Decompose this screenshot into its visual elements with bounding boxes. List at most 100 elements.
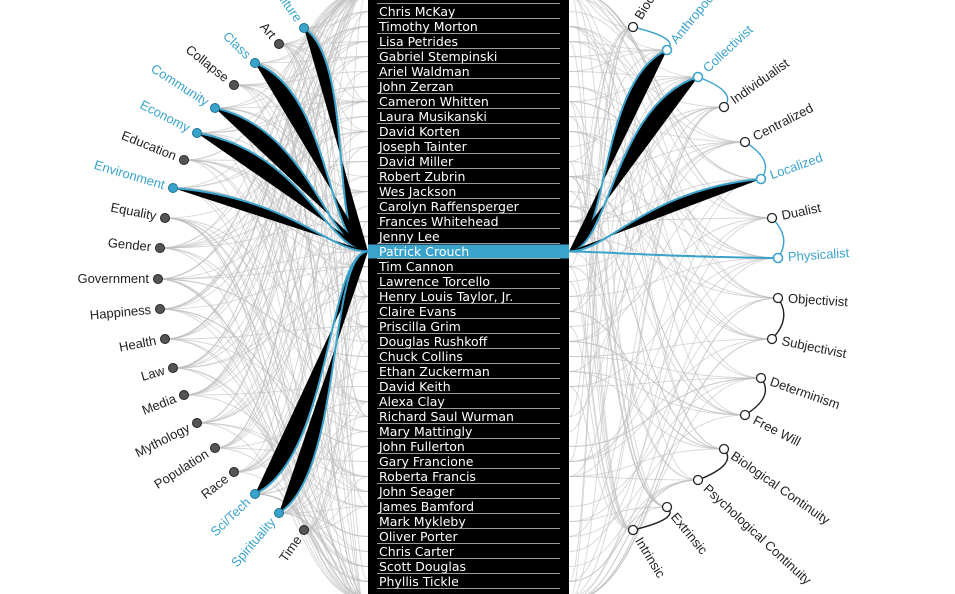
philosophy-node-dot[interactable] <box>661 44 673 56</box>
philosophy-node-dot[interactable] <box>772 292 784 304</box>
philosophy-label[interactable]: Localized <box>768 150 825 183</box>
speaker-row[interactable]: Mark Mykleby <box>377 514 560 529</box>
topic-label[interactable]: Sci/Tech <box>207 494 253 539</box>
philosophy-node-dot[interactable] <box>692 474 704 486</box>
topic-label[interactable]: Population <box>151 446 211 492</box>
speaker-row[interactable]: Henry Louis Taylor, Jr. <box>377 289 560 304</box>
speaker-name[interactable]: Joseph Tainter <box>378 139 468 154</box>
speaker-row[interactable]: Mary Mattingly <box>377 424 560 439</box>
speaker-name[interactable]: Oliver Porter <box>379 529 458 544</box>
topic-label[interactable]: Gender <box>107 235 152 254</box>
topic-node-dot[interactable] <box>192 418 202 428</box>
topic-node-dot[interactable] <box>229 467 239 477</box>
speaker-name[interactable]: Jenny Lee <box>378 229 440 244</box>
topic-node-dot[interactable] <box>168 183 178 193</box>
topic-equality[interactable]: Equality <box>109 200 170 224</box>
speaker-row[interactable]: Tim Cannon <box>377 259 560 274</box>
speaker-row[interactable]: David Keith <box>377 379 560 394</box>
speaker-name[interactable]: Lawrence Torcello <box>379 274 490 289</box>
speaker-row[interactable]: Joseph Tainter <box>377 139 560 154</box>
philosophy-subjectivist[interactable]: Subjectivist <box>766 333 849 361</box>
topic-node-dot[interactable] <box>299 23 309 33</box>
topic-node-dot[interactable] <box>274 508 284 518</box>
philosophy-node-dot[interactable] <box>739 409 751 421</box>
topic-art[interactable]: Art <box>257 19 284 49</box>
speaker-name[interactable]: Chris McKay <box>379 4 456 19</box>
topic-label[interactable]: Class <box>220 28 254 62</box>
speaker-name[interactable]: Robert Zubrin <box>379 169 465 184</box>
speaker-row[interactable]: Gabriel Stempinski <box>377 49 560 64</box>
speaker-name[interactable]: Mary Mattingly <box>379 424 473 439</box>
speaker-row[interactable]: John Zerzan <box>377 79 560 94</box>
speaker-row[interactable]: David Miller <box>377 154 560 169</box>
speaker-row[interactable]: Ariel Waldman <box>377 64 560 79</box>
topic-node-dot[interactable] <box>210 443 220 453</box>
philosophy-extrinsic[interactable]: Extrinsic <box>661 501 712 558</box>
topic-government[interactable]: Government <box>77 271 163 286</box>
speaker-name[interactable]: Chris Carter <box>379 544 455 559</box>
philosophy-label[interactable]: Centralized <box>750 100 815 143</box>
topic-node-dot[interactable] <box>299 525 309 535</box>
speaker-row[interactable]: Jenny Lee <box>377 229 560 244</box>
topic-label[interactable]: Equality <box>109 200 158 224</box>
speaker-name[interactable]: Ariel Waldman <box>379 64 470 79</box>
philosophy-determinism[interactable]: Determinism <box>755 372 842 413</box>
speaker-name[interactable]: Wes Jackson <box>379 184 456 199</box>
topic-label[interactable]: Agriculture <box>257 0 305 25</box>
speaker-name[interactable]: David Miller <box>379 154 454 169</box>
speaker-name[interactable]: Douglas Rushkoff <box>379 334 488 349</box>
speaker-row[interactable]: Lisa Petrides <box>377 34 560 49</box>
topic-node-dot[interactable] <box>250 58 260 68</box>
speaker-row[interactable]: Frances Whitehead <box>377 214 560 229</box>
philosophy-node-dot[interactable] <box>766 212 778 224</box>
speaker-row[interactable]: Phyllis Tickle <box>377 574 560 589</box>
speaker-name[interactable]: Scott Douglas <box>379 559 466 574</box>
philosophy-node-dot[interactable] <box>755 173 767 185</box>
speaker-name[interactable]: Cameron Whitten <box>379 94 489 109</box>
speaker-row[interactable]: Roberta Francis <box>377 469 560 484</box>
speaker-row[interactable]: Alexa Clay <box>377 394 560 409</box>
topic-node-dot[interactable] <box>160 334 170 344</box>
topic-label[interactable]: Health <box>118 333 158 355</box>
speaker-row[interactable]: Laura Musikanski <box>377 109 560 124</box>
philosophy-centralized[interactable]: Centralized <box>739 100 816 148</box>
philosophy-label[interactable]: Biocentric <box>631 0 674 22</box>
topic-node-dot[interactable] <box>274 39 284 49</box>
speaker-name[interactable]: Carolyn Raffensperger <box>379 199 520 214</box>
philosophy-label[interactable]: Dualist <box>780 200 822 223</box>
philosophy-node-dot[interactable] <box>755 372 767 384</box>
topic-label[interactable]: Environment <box>92 157 167 192</box>
speaker-name[interactable]: Ethan Zuckerman <box>379 364 490 379</box>
topic-label[interactable]: Law <box>139 363 167 384</box>
topic-happiness[interactable]: Happiness <box>89 302 165 323</box>
topic-health[interactable]: Health <box>118 333 170 355</box>
speaker-name[interactable]: John Seager <box>378 484 455 499</box>
philosophy-intrinsic[interactable]: Intrinsic <box>627 524 669 581</box>
philosophy-label[interactable]: Determinism <box>768 374 842 412</box>
speaker-name[interactable]: Timothy Morton <box>378 19 478 34</box>
speaker-name[interactable]: Henry Louis Taylor, Jr. <box>379 289 513 304</box>
philosophy-individualist[interactable]: Individualist <box>718 55 793 113</box>
philosophy-node-dot[interactable] <box>772 252 784 264</box>
speaker-name[interactable]: David Korten <box>379 124 460 139</box>
topic-environment[interactable]: Environment <box>92 157 178 193</box>
speaker-row[interactable]: John Fullerton <box>377 439 560 454</box>
speaker-name[interactable]: Patrick Crouch <box>379 244 469 259</box>
speaker-name[interactable]: Priscilla Grim <box>379 319 461 334</box>
philosophy-free-will[interactable]: Free Will <box>739 409 804 450</box>
topic-label[interactable]: Economy <box>138 97 193 135</box>
philosophy-node-dot[interactable] <box>692 71 704 83</box>
philosophy-node-dot[interactable] <box>718 101 730 113</box>
speaker-row[interactable]: Timothy Morton <box>377 19 560 34</box>
philosophy-node-dot[interactable] <box>627 21 639 33</box>
speaker-row[interactable]: Priscilla Grim <box>377 319 560 334</box>
speaker-row[interactable]: Chris McKay <box>377 4 560 19</box>
topic-time[interactable]: Time <box>276 525 309 565</box>
speaker-name[interactable]: Richard Saul Wurman <box>379 409 514 424</box>
speaker-name[interactable]: Chuck Collins <box>379 349 463 364</box>
topic-class[interactable]: Class <box>220 28 260 68</box>
speaker-name[interactable]: Laura Musikanski <box>379 109 487 124</box>
philosophy-localized[interactable]: Localized <box>755 150 825 185</box>
philosophy-label[interactable]: Free Will <box>751 412 804 449</box>
topic-node-dot[interactable] <box>229 80 239 90</box>
